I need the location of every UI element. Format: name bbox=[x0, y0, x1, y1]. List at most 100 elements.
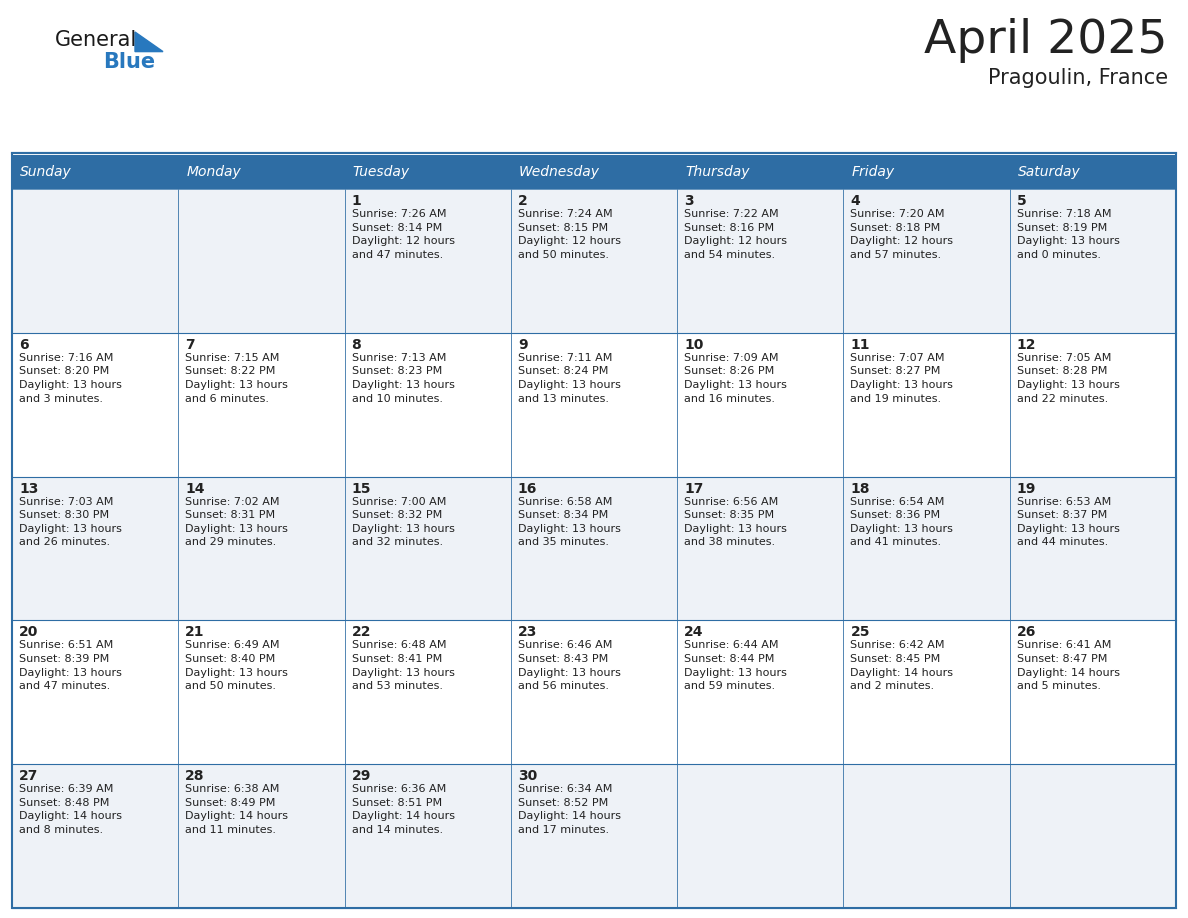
Bar bbox=[1010, 333, 1176, 476]
Text: Sunrise: 6:46 AM
Sunset: 8:43 PM
Daylight: 13 hours
and 56 minutes.: Sunrise: 6:46 AM Sunset: 8:43 PM Dayligh… bbox=[518, 641, 621, 691]
Bar bbox=[843, 621, 1010, 764]
Bar bbox=[1010, 476, 1176, 621]
Text: 15: 15 bbox=[352, 482, 371, 496]
Bar bbox=[12, 155, 178, 189]
Bar bbox=[178, 764, 345, 908]
Bar bbox=[12, 476, 178, 621]
Bar bbox=[677, 189, 843, 333]
Text: Sunrise: 7:09 AM
Sunset: 8:26 PM
Daylight: 13 hours
and 16 minutes.: Sunrise: 7:09 AM Sunset: 8:26 PM Dayligh… bbox=[684, 353, 786, 404]
Bar bbox=[1010, 189, 1176, 333]
Bar bbox=[178, 333, 345, 476]
Text: Sunrise: 7:07 AM
Sunset: 8:27 PM
Daylight: 13 hours
and 19 minutes.: Sunrise: 7:07 AM Sunset: 8:27 PM Dayligh… bbox=[851, 353, 953, 404]
Text: Sunrise: 6:56 AM
Sunset: 8:35 PM
Daylight: 13 hours
and 38 minutes.: Sunrise: 6:56 AM Sunset: 8:35 PM Dayligh… bbox=[684, 497, 786, 547]
Text: 3: 3 bbox=[684, 194, 694, 208]
Text: 17: 17 bbox=[684, 482, 703, 496]
Bar bbox=[677, 621, 843, 764]
Text: Blue: Blue bbox=[103, 52, 156, 72]
Text: Thursday: Thursday bbox=[685, 165, 750, 179]
Bar bbox=[677, 476, 843, 621]
Text: 1: 1 bbox=[352, 194, 361, 208]
Bar bbox=[677, 155, 843, 189]
Text: Sunrise: 6:49 AM
Sunset: 8:40 PM
Daylight: 13 hours
and 50 minutes.: Sunrise: 6:49 AM Sunset: 8:40 PM Dayligh… bbox=[185, 641, 289, 691]
Bar bbox=[178, 189, 345, 333]
Text: Sunrise: 7:03 AM
Sunset: 8:30 PM
Daylight: 13 hours
and 26 minutes.: Sunrise: 7:03 AM Sunset: 8:30 PM Dayligh… bbox=[19, 497, 122, 547]
Text: 28: 28 bbox=[185, 769, 204, 783]
Text: 20: 20 bbox=[19, 625, 38, 640]
Text: Sunrise: 6:36 AM
Sunset: 8:51 PM
Daylight: 14 hours
and 14 minutes.: Sunrise: 6:36 AM Sunset: 8:51 PM Dayligh… bbox=[352, 784, 455, 835]
Text: Sunrise: 6:39 AM
Sunset: 8:48 PM
Daylight: 14 hours
and 8 minutes.: Sunrise: 6:39 AM Sunset: 8:48 PM Dayligh… bbox=[19, 784, 122, 835]
Bar bbox=[511, 189, 677, 333]
Text: Sunrise: 7:15 AM
Sunset: 8:22 PM
Daylight: 13 hours
and 6 minutes.: Sunrise: 7:15 AM Sunset: 8:22 PM Dayligh… bbox=[185, 353, 289, 404]
Polygon shape bbox=[135, 32, 163, 51]
Bar bbox=[345, 621, 511, 764]
Bar bbox=[12, 621, 178, 764]
Bar bbox=[511, 764, 677, 908]
Bar bbox=[12, 153, 1176, 908]
Bar bbox=[677, 764, 843, 908]
Text: Sunday: Sunday bbox=[20, 165, 71, 179]
Text: Sunrise: 6:44 AM
Sunset: 8:44 PM
Daylight: 13 hours
and 59 minutes.: Sunrise: 6:44 AM Sunset: 8:44 PM Dayligh… bbox=[684, 641, 786, 691]
Bar bbox=[1010, 764, 1176, 908]
Bar bbox=[677, 333, 843, 476]
Bar bbox=[1010, 155, 1176, 189]
Text: Sunrise: 7:05 AM
Sunset: 8:28 PM
Daylight: 13 hours
and 22 minutes.: Sunrise: 7:05 AM Sunset: 8:28 PM Dayligh… bbox=[1017, 353, 1119, 404]
Text: 11: 11 bbox=[851, 338, 870, 352]
Bar bbox=[12, 764, 178, 908]
Bar bbox=[345, 764, 511, 908]
Text: Tuesday: Tuesday bbox=[353, 165, 410, 179]
Text: 16: 16 bbox=[518, 482, 537, 496]
Text: Sunrise: 7:22 AM
Sunset: 8:16 PM
Daylight: 12 hours
and 54 minutes.: Sunrise: 7:22 AM Sunset: 8:16 PM Dayligh… bbox=[684, 209, 788, 260]
Bar bbox=[178, 621, 345, 764]
Text: 6: 6 bbox=[19, 338, 29, 352]
Text: Sunrise: 6:54 AM
Sunset: 8:36 PM
Daylight: 13 hours
and 41 minutes.: Sunrise: 6:54 AM Sunset: 8:36 PM Dayligh… bbox=[851, 497, 953, 547]
Text: Sunrise: 6:34 AM
Sunset: 8:52 PM
Daylight: 14 hours
and 17 minutes.: Sunrise: 6:34 AM Sunset: 8:52 PM Dayligh… bbox=[518, 784, 621, 835]
Text: Sunrise: 7:02 AM
Sunset: 8:31 PM
Daylight: 13 hours
and 29 minutes.: Sunrise: 7:02 AM Sunset: 8:31 PM Dayligh… bbox=[185, 497, 289, 547]
Text: Sunrise: 7:20 AM
Sunset: 8:18 PM
Daylight: 12 hours
and 57 minutes.: Sunrise: 7:20 AM Sunset: 8:18 PM Dayligh… bbox=[851, 209, 954, 260]
Text: Pragoulin, France: Pragoulin, France bbox=[988, 68, 1168, 88]
Text: Monday: Monday bbox=[187, 165, 241, 179]
Text: Sunrise: 7:13 AM
Sunset: 8:23 PM
Daylight: 13 hours
and 10 minutes.: Sunrise: 7:13 AM Sunset: 8:23 PM Dayligh… bbox=[352, 353, 455, 404]
Text: 2: 2 bbox=[518, 194, 527, 208]
Text: Sunrise: 7:00 AM
Sunset: 8:32 PM
Daylight: 13 hours
and 32 minutes.: Sunrise: 7:00 AM Sunset: 8:32 PM Dayligh… bbox=[352, 497, 455, 547]
Text: Sunrise: 7:16 AM
Sunset: 8:20 PM
Daylight: 13 hours
and 3 minutes.: Sunrise: 7:16 AM Sunset: 8:20 PM Dayligh… bbox=[19, 353, 122, 404]
Bar bbox=[511, 476, 677, 621]
Bar bbox=[1010, 621, 1176, 764]
Text: 9: 9 bbox=[518, 338, 527, 352]
Bar bbox=[345, 333, 511, 476]
Bar bbox=[511, 621, 677, 764]
Text: 24: 24 bbox=[684, 625, 703, 640]
Text: Sunrise: 7:24 AM
Sunset: 8:15 PM
Daylight: 12 hours
and 50 minutes.: Sunrise: 7:24 AM Sunset: 8:15 PM Dayligh… bbox=[518, 209, 621, 260]
Text: 23: 23 bbox=[518, 625, 537, 640]
Bar bbox=[178, 155, 345, 189]
Bar bbox=[843, 476, 1010, 621]
Text: Wednesday: Wednesday bbox=[519, 165, 600, 179]
Bar bbox=[843, 333, 1010, 476]
Bar bbox=[345, 189, 511, 333]
Text: 13: 13 bbox=[19, 482, 38, 496]
Text: 10: 10 bbox=[684, 338, 703, 352]
Text: 26: 26 bbox=[1017, 625, 1036, 640]
Text: Sunrise: 6:38 AM
Sunset: 8:49 PM
Daylight: 14 hours
and 11 minutes.: Sunrise: 6:38 AM Sunset: 8:49 PM Dayligh… bbox=[185, 784, 289, 835]
Text: 12: 12 bbox=[1017, 338, 1036, 352]
Text: Sunrise: 6:41 AM
Sunset: 8:47 PM
Daylight: 14 hours
and 5 minutes.: Sunrise: 6:41 AM Sunset: 8:47 PM Dayligh… bbox=[1017, 641, 1120, 691]
Bar bbox=[12, 333, 178, 476]
Bar bbox=[178, 476, 345, 621]
Text: Sunrise: 6:58 AM
Sunset: 8:34 PM
Daylight: 13 hours
and 35 minutes.: Sunrise: 6:58 AM Sunset: 8:34 PM Dayligh… bbox=[518, 497, 621, 547]
Text: Sunrise: 7:18 AM
Sunset: 8:19 PM
Daylight: 13 hours
and 0 minutes.: Sunrise: 7:18 AM Sunset: 8:19 PM Dayligh… bbox=[1017, 209, 1119, 260]
Text: 5: 5 bbox=[1017, 194, 1026, 208]
Text: Sunrise: 7:11 AM
Sunset: 8:24 PM
Daylight: 13 hours
and 13 minutes.: Sunrise: 7:11 AM Sunset: 8:24 PM Dayligh… bbox=[518, 353, 621, 404]
Text: Friday: Friday bbox=[852, 165, 895, 179]
Text: 14: 14 bbox=[185, 482, 204, 496]
Text: General: General bbox=[55, 30, 138, 50]
Text: Sunrise: 6:48 AM
Sunset: 8:41 PM
Daylight: 13 hours
and 53 minutes.: Sunrise: 6:48 AM Sunset: 8:41 PM Dayligh… bbox=[352, 641, 455, 691]
Bar bbox=[511, 155, 677, 189]
Bar bbox=[12, 189, 178, 333]
Text: 4: 4 bbox=[851, 194, 860, 208]
Text: Sunrise: 6:53 AM
Sunset: 8:37 PM
Daylight: 13 hours
and 44 minutes.: Sunrise: 6:53 AM Sunset: 8:37 PM Dayligh… bbox=[1017, 497, 1119, 547]
Bar bbox=[843, 155, 1010, 189]
Text: 7: 7 bbox=[185, 338, 195, 352]
Bar bbox=[345, 476, 511, 621]
Text: Saturday: Saturday bbox=[1018, 165, 1080, 179]
Text: 21: 21 bbox=[185, 625, 204, 640]
Text: 22: 22 bbox=[352, 625, 371, 640]
